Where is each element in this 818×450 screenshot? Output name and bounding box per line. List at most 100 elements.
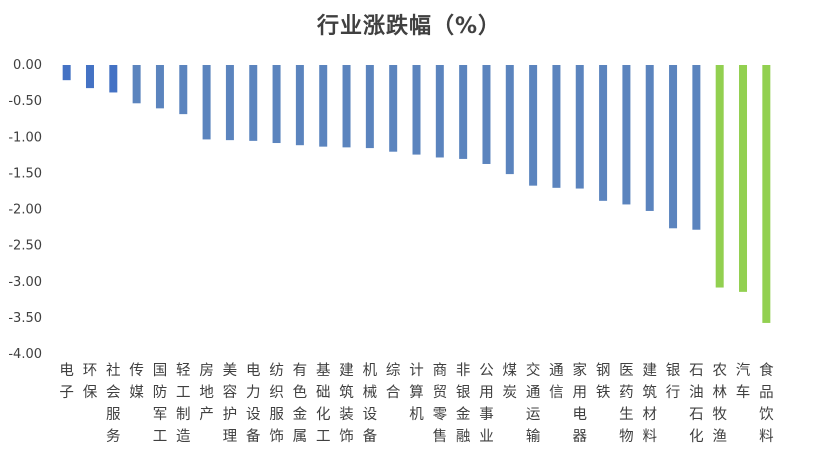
x-tick-label: 通信 — [549, 362, 564, 401]
svg-text:理: 理 — [223, 429, 238, 445]
x-tick-label: 汽车 — [736, 362, 751, 401]
svg-text:军: 军 — [153, 407, 168, 423]
bar — [599, 65, 608, 201]
svg-text:贸: 贸 — [433, 384, 448, 401]
svg-text:业: 业 — [479, 428, 494, 445]
svg-text:电: 电 — [59, 362, 74, 379]
svg-text:材: 材 — [642, 406, 657, 423]
svg-text:保: 保 — [83, 384, 98, 401]
svg-text:通: 通 — [526, 384, 541, 401]
x-tick-label: 计算机 — [409, 362, 424, 423]
y-tick-label: -3.50 — [8, 311, 42, 326]
svg-text:设: 设 — [246, 406, 261, 423]
svg-text:地: 地 — [199, 384, 214, 401]
y-tick-label: 0.00 — [13, 58, 42, 73]
bar — [132, 65, 141, 104]
bar — [179, 65, 188, 115]
svg-text:备: 备 — [246, 428, 261, 445]
svg-text:有: 有 — [293, 362, 308, 379]
svg-text:用: 用 — [479, 385, 494, 401]
svg-text:算: 算 — [409, 384, 424, 401]
svg-text:础: 础 — [316, 384, 331, 401]
bar — [435, 65, 444, 158]
svg-text:品: 品 — [759, 384, 774, 401]
svg-text:事: 事 — [479, 406, 494, 423]
x-tick-label: 环保 — [83, 363, 98, 401]
svg-text:服: 服 — [269, 407, 284, 423]
svg-text:运: 运 — [526, 406, 541, 423]
svg-text:生: 生 — [619, 406, 634, 423]
svg-text:牧: 牧 — [712, 406, 727, 423]
svg-text:工: 工 — [316, 429, 331, 445]
svg-text:渔: 渔 — [712, 428, 727, 445]
svg-text:通: 通 — [549, 362, 564, 379]
svg-text:国: 国 — [153, 363, 168, 379]
svg-text:器: 器 — [573, 429, 588, 445]
svg-text:商: 商 — [433, 362, 448, 379]
x-tick-label: 传媒 — [129, 362, 144, 401]
svg-text:售: 售 — [433, 428, 448, 445]
y-tick-label: -1.50 — [8, 166, 42, 181]
svg-text:电: 电 — [246, 362, 261, 379]
svg-text:信: 信 — [549, 384, 564, 401]
svg-text:房: 房 — [199, 362, 214, 379]
bar — [552, 65, 561, 188]
svg-text:设: 设 — [363, 406, 378, 423]
chart-title: 行业涨跌幅（%） — [316, 14, 502, 39]
svg-text:化: 化 — [316, 406, 331, 423]
svg-text:石: 石 — [689, 363, 704, 379]
bar — [319, 65, 328, 147]
svg-text:媒: 媒 — [129, 384, 144, 401]
svg-text:备: 备 — [363, 428, 378, 445]
svg-text:煤: 煤 — [503, 362, 518, 379]
svg-text:汽: 汽 — [736, 362, 751, 379]
svg-text:农: 农 — [712, 362, 727, 379]
bar — [202, 65, 211, 140]
bar — [482, 65, 491, 164]
svg-text:交: 交 — [526, 361, 541, 379]
svg-text:装: 装 — [339, 406, 354, 423]
x-tick-label: 银行 — [666, 362, 681, 401]
bar — [155, 65, 164, 109]
bar — [645, 65, 654, 211]
svg-text:计: 计 — [409, 362, 424, 379]
svg-text:物: 物 — [619, 428, 634, 445]
svg-text:建: 建 — [339, 362, 354, 379]
svg-text:料: 料 — [642, 428, 657, 445]
svg-text:铁: 铁 — [596, 384, 611, 401]
svg-text:零: 零 — [433, 407, 448, 423]
svg-text:金: 金 — [293, 406, 308, 423]
svg-text:机: 机 — [363, 362, 378, 379]
svg-text:社: 社 — [106, 362, 121, 379]
svg-text:综: 综 — [386, 362, 401, 379]
svg-text:子: 子 — [59, 384, 74, 401]
svg-text:传: 传 — [129, 362, 144, 379]
bar — [389, 65, 398, 152]
bar — [225, 65, 234, 141]
svg-text:护: 护 — [223, 406, 238, 423]
svg-text:工: 工 — [176, 385, 191, 401]
svg-text:色: 色 — [293, 384, 308, 401]
svg-text:输: 输 — [526, 428, 541, 445]
bar — [459, 65, 468, 159]
svg-text:家: 家 — [573, 362, 588, 379]
svg-text:非: 非 — [456, 362, 471, 379]
svg-text:造: 造 — [176, 428, 191, 445]
svg-text:属: 属 — [293, 429, 308, 445]
y-tick-label: -3.00 — [8, 275, 42, 290]
bar — [575, 65, 584, 189]
bar — [762, 65, 771, 323]
bar — [295, 65, 304, 146]
svg-text:饰: 饰 — [339, 428, 354, 445]
y-tick-label: -0.50 — [8, 94, 42, 109]
y-tick-label: -4.00 — [8, 347, 42, 362]
